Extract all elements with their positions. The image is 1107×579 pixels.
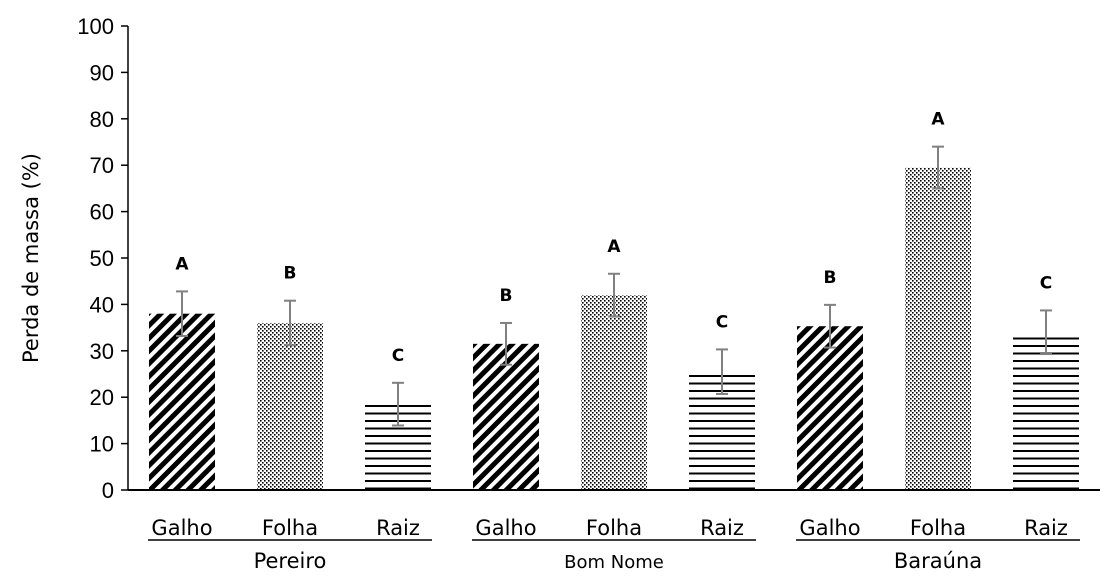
x-axis-category-labels: Galho Folha Raiz Galho Folha Raiz Galho Folha Ra… [151,516,1068,540]
significance-letter: C [1040,273,1052,293]
bar-barana-galho [797,326,863,490]
x-category-label: Raiz [700,516,744,540]
x-category-label: Raiz [1024,516,1068,540]
bar-bomnome-folha [581,295,647,490]
significance-letter: B [500,286,513,306]
x-category-label: Raiz [376,516,420,540]
significance-letter: A [607,237,621,257]
significance-letter: A [175,254,189,274]
x-group-label: Baraúna [894,549,982,573]
significance-letters: A B C B A C B A C [175,110,1052,366]
bar-pereiro-folha [257,322,323,490]
significance-letter: C [716,312,728,332]
bar-barana-folha [905,167,971,490]
x-category-label: Folha [586,516,642,540]
y-tick-label: 90 [90,60,114,85]
y-tick-label: 50 [90,246,114,271]
y-tick-label: 0 [102,478,114,503]
y-axis-ticks: 0 10 20 30 40 50 60 70 80 90 100 [77,14,128,503]
y-tick-label: 40 [90,292,114,317]
error-bars [176,145,1052,427]
y-tick-label: 60 [90,200,114,225]
x-category-label: Galho [799,516,860,540]
significance-letter: C [392,346,404,366]
y-tick-label: 70 [90,153,114,178]
y-tick-label: 30 [90,339,114,364]
y-tick-label: 100 [77,14,114,39]
x-axis-group-labels: Pereiro Bom Nome Baraúna [148,539,1080,573]
y-axis-title: Perda de massa (%) [19,153,43,363]
significance-letter: B [824,268,837,288]
x-group-label: Bom Nome [564,552,664,573]
x-category-label: Galho [475,516,536,540]
y-tick-label: 80 [90,107,114,132]
bar-barana-raiz [1013,332,1079,490]
bars [149,167,1079,490]
y-tick-label: 10 [90,432,114,457]
significance-letter: A [931,110,945,130]
x-category-label: Galho [151,516,212,540]
x-category-label: Folha [262,516,318,540]
significance-letter: B [284,264,297,284]
x-category-label: Folha [910,516,966,540]
x-group-label: Pereiro [254,549,327,573]
y-tick-label: 20 [90,385,114,410]
bar-pereiro-galho [149,313,215,490]
bar-bomnome-galho [473,343,539,490]
